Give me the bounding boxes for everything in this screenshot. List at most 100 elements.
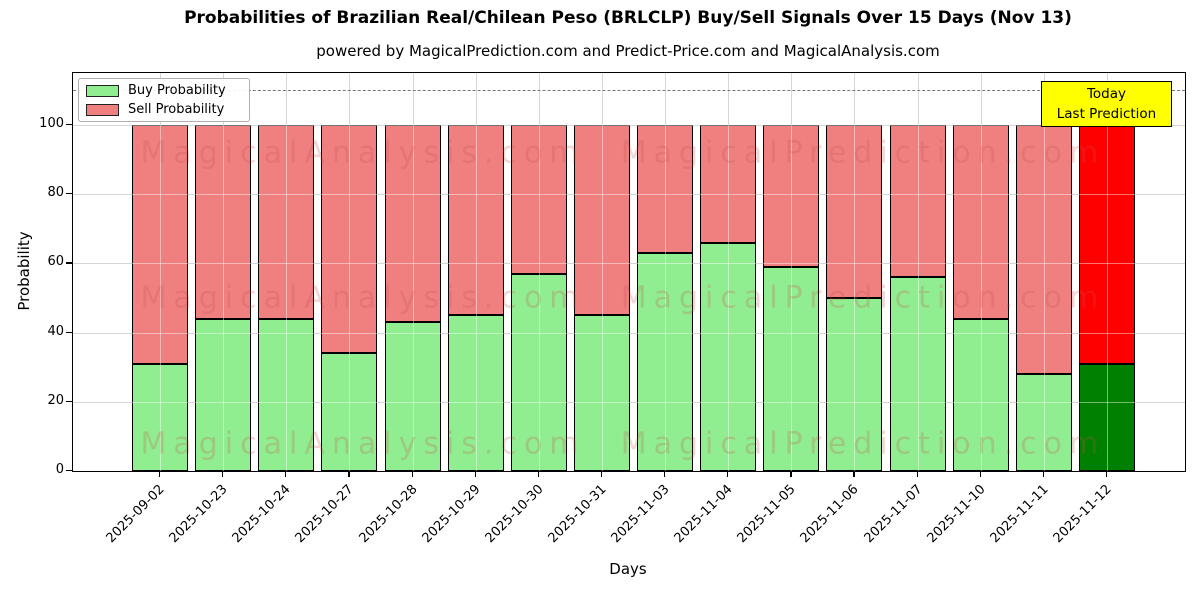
annotation-line-2: Last Prediction [1056,106,1157,122]
legend-label-sell: Sell Probability [128,102,225,117]
y-tick-80 [66,193,72,195]
x-tick-2025-11-03 [664,471,666,477]
legend-item-sell: Sell Probability [86,102,242,118]
bar-segment-sell-2025-11-06 [826,124,883,298]
v-gridline-2025-11-03 [665,73,667,471]
v-gridline-2025-10-29 [475,73,477,471]
bar-segment-buy-2025-11-12 [1079,363,1135,471]
y-tick-label-20: 20 [47,392,64,408]
bar-segment-sell-2025-10-28 [384,124,441,323]
bar-segment-buy-2025-09-02 [132,363,188,471]
x-tick-2025-10-29 [474,471,476,477]
legend: Buy Probability Sell Probability [78,78,250,122]
x-tick-2025-10-24 [285,471,287,477]
bar-segment-sell-2025-11-05 [763,124,820,267]
bar-segment-sell-2025-11-07 [889,124,946,278]
bar-segment-sell-2025-11-04 [700,124,757,243]
bar-segment-sell-2025-11-10 [952,124,1009,319]
y-tick-label-80: 80 [47,185,64,201]
bar-segment-sell-2025-10-30 [510,124,567,274]
x-tick-2025-10-23 [222,471,224,477]
threshold-dashed-line [73,90,1185,92]
watermark-right-1: MagicalPrediction.com [620,280,1106,316]
v-gridline-2025-11-12 [1107,73,1108,471]
watermark-right-0: MagicalPrediction.com [620,135,1106,171]
chart-title: Probabilities of Brazilian Real/Chilean … [184,8,1072,28]
x-tick-2025-10-30 [537,471,539,477]
h-gridline-100 [73,124,1185,126]
bar-segment-sell-2025-11-12 [1079,124,1135,364]
x-tick-2025-09-02 [159,471,161,477]
annotation-line-1: Today [1086,86,1127,102]
h-gridline-80 [73,194,1185,196]
h-gridline-60 [73,263,1185,265]
v-gridline-2025-11-04 [728,73,730,471]
y-tick-label-60: 60 [47,254,64,270]
x-axis-title: Days [609,560,647,578]
v-gridline-2025-10-23 [223,73,225,471]
watermark-left-2: MagicalAnalysis.com [140,426,586,462]
v-gridline-2025-10-24 [286,73,288,471]
buy-swatch-icon [86,84,119,97]
x-tick-2025-11-04 [727,471,729,477]
sell-swatch-icon [86,103,119,116]
y-tick-0 [66,470,72,472]
y-axis-title: Probability [15,231,33,311]
bar-segment-buy-2025-11-04 [700,242,757,471]
bar-segment-buy-2025-10-28 [384,322,441,471]
legend-item-buy: Buy Probability [86,83,242,99]
bar-segment-sell-2025-09-02 [132,124,188,364]
x-tick-2025-11-12 [1106,471,1108,477]
v-gridline-2025-11-10 [980,73,982,471]
h-gridline-40 [73,332,1185,334]
v-gridline-2025-09-02 [160,73,161,471]
bar-segment-buy-2025-10-31 [573,315,630,471]
v-gridline-2025-11-06 [854,73,856,471]
legend-label-buy: Buy Probability [128,83,226,98]
h-gridline-20 [73,401,1185,403]
y-tick-20 [66,400,72,402]
bar-segment-buy-2025-11-03 [637,252,694,471]
x-tick-2025-11-11 [1042,471,1045,477]
bar-segment-buy-2025-11-07 [889,277,946,471]
watermark-left-1: MagicalAnalysis.com [140,280,586,316]
bar-segment-buy-2025-10-30 [510,273,567,471]
watermark-left-0: MagicalAnalysis.com [140,135,586,171]
bar-segment-buy-2025-10-24 [258,318,315,471]
x-tick-2025-11-07 [916,471,918,477]
bar-segment-buy-2025-10-29 [447,315,504,471]
bar-segment-buy-2025-10-27 [321,353,378,471]
y-tick-label-100: 100 [39,115,64,131]
y-tick-40 [66,331,72,333]
bar-segment-buy-2025-10-23 [195,318,252,471]
x-tick-2025-10-31 [600,471,603,477]
today-annotation: Today Last Prediction [1041,81,1172,127]
bar-segment-buy-2025-11-05 [763,266,820,471]
x-tick-2025-11-06 [853,471,855,477]
x-tick-2025-10-27 [348,471,350,477]
bar-segment-sell-2025-10-29 [447,124,504,316]
y-tick-60 [66,262,72,264]
x-tick-2025-11-10 [979,471,981,477]
bar-segment-buy-2025-11-11 [1015,374,1072,471]
y-tick-100 [66,123,72,126]
watermark-right-2: MagicalPrediction.com [620,426,1106,462]
v-gridline-2025-10-28 [412,73,414,471]
bar-segment-buy-2025-11-06 [826,297,883,471]
plot-area: MagicalAnalysis.com MagicalPrediction.com… [72,72,1186,472]
v-gridline-2025-11-05 [791,73,793,471]
bar-segment-sell-2025-10-23 [195,124,252,319]
v-gridline-2025-11-11 [1043,73,1045,471]
x-tick-2025-11-05 [790,471,792,477]
bar-segment-sell-2025-11-03 [637,124,694,253]
x-tick-2025-10-28 [411,471,413,477]
v-gridline-2025-10-30 [538,73,540,471]
y-tick-label-40: 40 [47,323,64,339]
bar-segment-sell-2025-10-24 [258,124,315,319]
bar-segment-sell-2025-10-27 [321,124,378,354]
v-gridline-2025-10-31 [601,73,603,471]
bar-segment-sell-2025-10-31 [573,124,630,316]
v-gridline-2025-11-07 [917,73,919,471]
chart-subtitle: powered by MagicalPrediction.com and Pre… [316,42,940,60]
v-gridline-2025-10-27 [349,73,351,471]
